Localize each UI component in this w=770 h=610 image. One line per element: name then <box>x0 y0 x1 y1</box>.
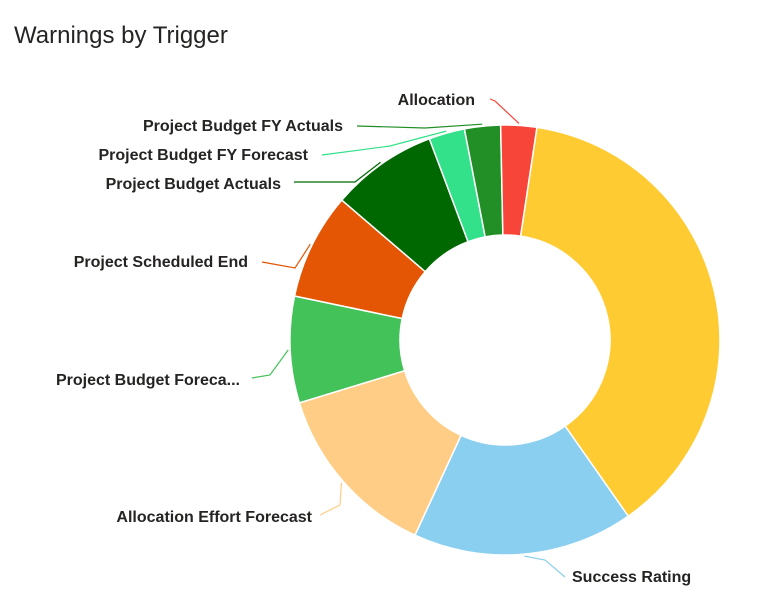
slice-labels: Success Rating Allocation Effort Forecast… <box>56 92 691 586</box>
slice-label-allocation: Allocation <box>398 92 475 109</box>
leader-line-project-budget-fy-forecast <box>321 130 447 156</box>
donut-slices <box>289 124 721 556</box>
slice-label-project-budget-foreca: Project Budget Foreca... <box>56 372 240 389</box>
leader-line-allocation-effort-forecast <box>319 482 343 516</box>
leader-line-allocation <box>489 98 520 124</box>
leader-line-project-budget-fy-actuals <box>356 123 483 129</box>
slice-label-project-budget-fy-forecast: Project Budget FY Forecast <box>98 147 308 164</box>
leader-line-success-rating <box>524 555 566 578</box>
leader-line-project-scheduled-end <box>261 243 311 269</box>
slice-success-rating[interactable] <box>413 424 630 556</box>
slice-label-project-budget-actuals: Project Budget Actuals <box>106 176 282 193</box>
slice-label-project-budget-fy-actuals: Project Budget FY Actuals <box>143 118 343 135</box>
slice-label-success-rating: Success Rating <box>572 569 691 586</box>
slice-label-project-scheduled-end: Project Scheduled End <box>74 254 248 271</box>
leader-line-project-budget-foreca <box>251 349 289 379</box>
slice-label-allocation-effort-forecast: Allocation Effort Forecast <box>116 509 312 526</box>
slice-unlabeled[interactable] <box>519 126 721 518</box>
leader-line-project-budget-actuals <box>294 161 381 183</box>
chart-title: Warnings by Trigger <box>14 22 228 49</box>
leader-lines <box>251 98 566 578</box>
